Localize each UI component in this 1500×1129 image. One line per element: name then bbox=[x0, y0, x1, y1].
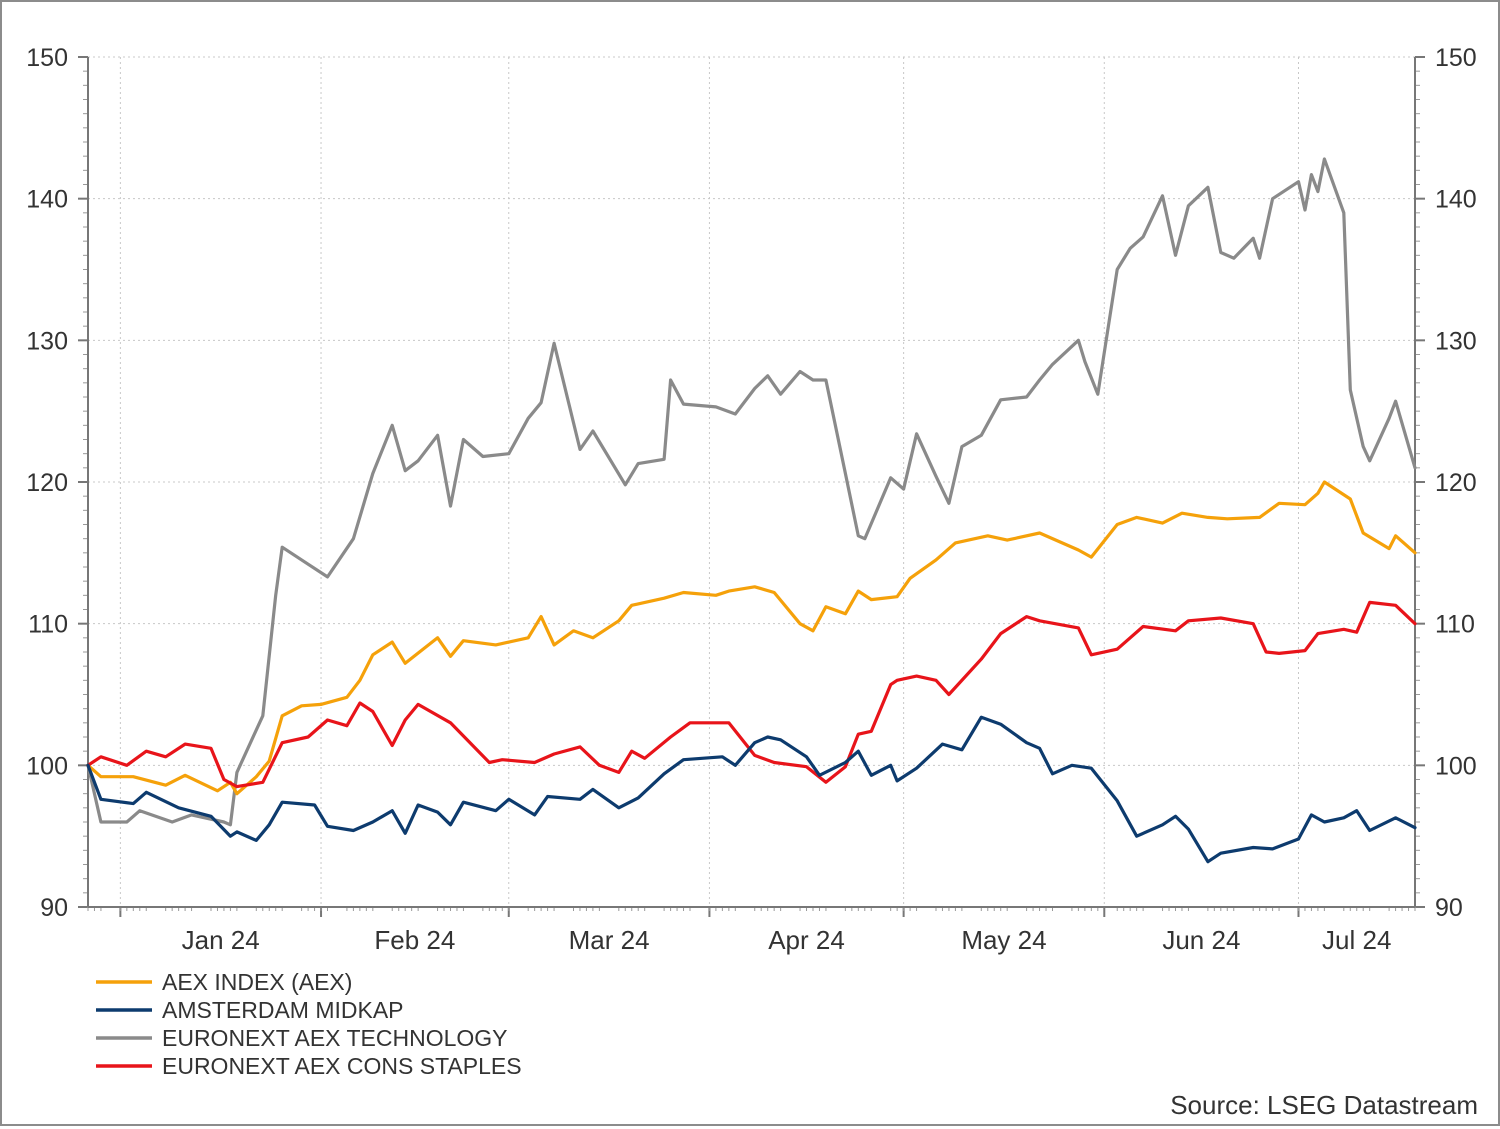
x-tick-label-2024-03: Mar 24 bbox=[569, 925, 650, 955]
y-right-tick-label-100: 100 bbox=[1435, 752, 1477, 780]
y-right-tick-label-110: 110 bbox=[1435, 611, 1475, 639]
x-tick-label-2024-04: Apr 24 bbox=[768, 925, 845, 955]
source-note: Source: LSEG Datastream bbox=[1170, 1090, 1478, 1120]
x-tick-label-2024-02: Feb 24 bbox=[374, 925, 455, 955]
x-tick-label-2024-07: Jul 24 bbox=[1322, 925, 1391, 955]
y-right-tick-label-120: 120 bbox=[1435, 469, 1477, 497]
series-line-amsterdam-midkap bbox=[86, 715, 1417, 864]
series-line-euronext-aex-technology bbox=[86, 157, 1417, 827]
legend: AEX INDEX (AEX)AMSTERDAM MIDKAPEURONEXT … bbox=[96, 969, 522, 1079]
series-lines bbox=[86, 157, 1417, 864]
y-right-tick-label-130: 130 bbox=[1435, 327, 1477, 355]
y-left-tick-label-110: 110 bbox=[28, 611, 68, 639]
y-left-tick-label-150: 150 bbox=[26, 44, 68, 72]
y-left-tick-label-130: 130 bbox=[26, 327, 68, 355]
axes: 90 90 100 100 110 110 120 120 130 130 140 140 150 150… bbox=[26, 44, 1476, 955]
series-line-euronext-aex-cons-staples bbox=[86, 600, 1417, 789]
y-left-tick-label-100: 100 bbox=[26, 752, 68, 780]
x-tick-label-2024-05: May 24 bbox=[961, 925, 1046, 955]
y-right-tick-label-140: 140 bbox=[1435, 186, 1477, 214]
series-line-aex-index-aex- bbox=[86, 480, 1417, 796]
legend-label-euronext-aex-technology: EURONEXT AEX TECHNOLOGY bbox=[162, 1025, 508, 1051]
legend-label-amsterdam-midkap: AMSTERDAM MIDKAP bbox=[162, 997, 404, 1023]
y-left-tick-label-140: 140 bbox=[26, 186, 68, 214]
y-right-tick-label-150: 150 bbox=[1435, 44, 1477, 72]
gridlines bbox=[88, 56, 1415, 907]
legend-label-euronext-aex-cons-staples: EURONEXT AEX CONS STAPLES bbox=[162, 1053, 522, 1079]
y-left-tick-label-90: 90 bbox=[40, 894, 68, 922]
x-tick-label-2024-01: Jan 24 bbox=[182, 925, 260, 955]
y-left-tick-label-120: 120 bbox=[26, 469, 68, 497]
legend-label-aex-index-aex-: AEX INDEX (AEX) bbox=[162, 969, 352, 995]
y-right-tick-label-90: 90 bbox=[1435, 894, 1463, 922]
x-tick-label-2024-06: Jun 24 bbox=[1162, 925, 1240, 955]
